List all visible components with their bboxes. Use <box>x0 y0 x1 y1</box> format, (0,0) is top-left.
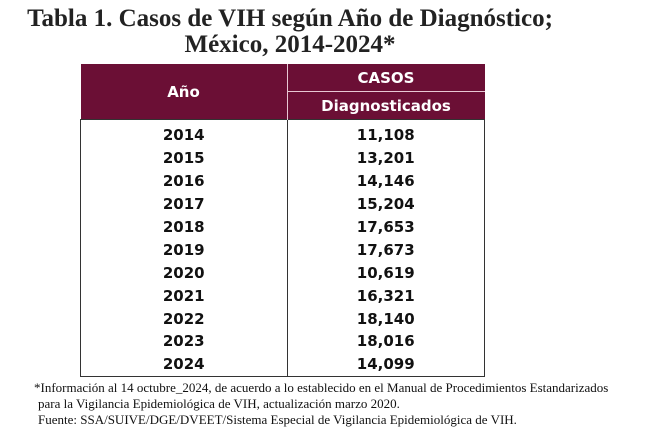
cases-cell: 17,653 <box>356 218 415 236</box>
cases-cell: 16,321 <box>356 286 415 305</box>
header-year: Año <box>80 64 288 120</box>
cases-cell: 15,204 <box>356 195 415 214</box>
cases-cell: 14,146 <box>356 172 415 191</box>
year-cell: 2017 <box>80 192 288 216</box>
table-row: 2019 17,673 <box>80 238 485 262</box>
cases-cell: 13,201 <box>356 149 415 168</box>
table-row: 2024 14,099 <box>80 352 485 377</box>
cases-cell: 17,673 <box>356 240 415 259</box>
table-row: 2018 17,653 <box>80 215 485 239</box>
year-cell: 2018 <box>80 215 288 239</box>
title-line-1: Tabla 1. Casos de VIH según Año de Diagn… <box>27 5 553 32</box>
footnote-source: Fuente: SSA/SUIVE/DGE/DVEET/Sistema Espe… <box>38 412 517 427</box>
table-row: 2022 18,140 <box>80 307 485 331</box>
cases-cell: 14,099 <box>356 355 415 374</box>
table-row: 2021 16,321 <box>80 284 485 308</box>
year-cell: 2020 <box>80 261 288 285</box>
year-cell: 2016 <box>80 169 288 193</box>
year-cell: 2019 <box>80 238 288 262</box>
footnote-info-cont: para la Vigilancia Epidemiológica de VIH… <box>38 396 400 411</box>
cases-cell: 11,108 <box>356 126 415 145</box>
year-cell: 2021 <box>80 284 288 308</box>
table-row: 2016 14,146 <box>80 169 485 193</box>
table-title: Tabla 1. Casos de VIH según Año de Diagn… <box>0 6 580 58</box>
table-row: 2014 11,108 <box>80 119 485 147</box>
cases-cell: 10,619 <box>356 263 415 282</box>
cases-table: Año CASOS Diagnosticados 2014 11,108 2015 1… <box>80 64 485 377</box>
table-row: 2023 18,016 <box>80 330 485 353</box>
table-row: 2015 13,201 <box>80 146 485 170</box>
header-cases: CASOS <box>287 64 485 92</box>
table-row: 2017 15,204 <box>80 192 485 216</box>
title-line-2: México, 2014-2024* <box>184 31 396 58</box>
header-diagnosed: Diagnosticados <box>287 91 485 120</box>
year-cell: 2024 <box>80 352 288 377</box>
cases-cell: 18,140 <box>356 309 415 328</box>
year-cell: 2014 <box>80 119 288 147</box>
table-row: 2020 10,619 <box>80 261 485 285</box>
footnotes: *Información al 14 octubre_2024, de acue… <box>34 380 608 428</box>
year-cell: 2023 <box>80 330 288 353</box>
cases-cell: 18,016 <box>356 332 415 351</box>
footnote-info: *Información al 14 octubre_2024, de acue… <box>34 380 609 395</box>
year-cell: 2015 <box>80 146 288 170</box>
year-cell: 2022 <box>80 307 288 331</box>
